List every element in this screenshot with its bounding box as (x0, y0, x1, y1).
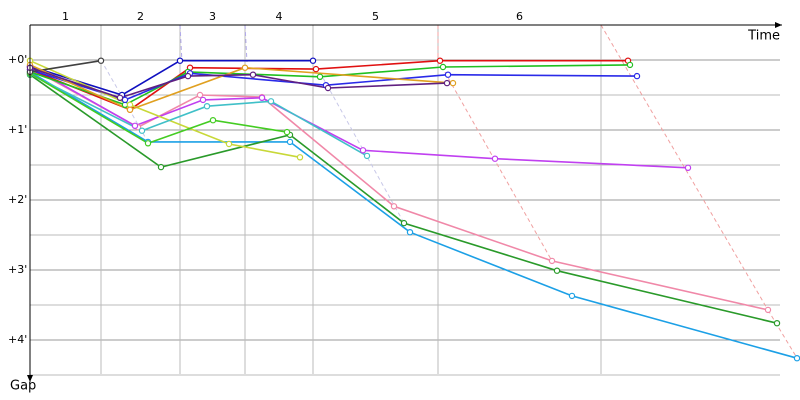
series-line (29, 71, 798, 359)
point (684, 164, 692, 171)
point (764, 306, 772, 314)
point (568, 292, 576, 300)
point (553, 267, 561, 274)
point (286, 138, 294, 146)
series-line (29, 74, 778, 324)
point (241, 64, 249, 71)
y-tick-label: +4' (8, 333, 27, 346)
point (436, 57, 444, 64)
point (444, 71, 452, 78)
point (258, 94, 266, 102)
point (209, 116, 217, 124)
point (439, 63, 447, 71)
point (196, 91, 204, 99)
point (144, 140, 152, 147)
point (363, 152, 371, 160)
lap-label: 3 (209, 10, 216, 23)
lap-label: 5 (372, 10, 379, 23)
point (176, 57, 184, 64)
point (157, 163, 165, 171)
point (406, 228, 414, 236)
point (283, 128, 291, 136)
point (316, 73, 324, 81)
point (199, 96, 207, 104)
lap-label: 4 (276, 10, 283, 23)
point (267, 98, 275, 105)
point (491, 155, 499, 162)
point (626, 61, 634, 69)
grid (30, 25, 780, 376)
point (548, 257, 556, 265)
point (449, 79, 457, 87)
y-tick-label: +0' (8, 53, 27, 66)
series-line (29, 66, 448, 99)
point (359, 147, 367, 154)
y-tick-label: +2' (8, 193, 27, 206)
series-line (29, 72, 288, 145)
series-line (29, 65, 689, 169)
x-axis-title: Time (747, 29, 780, 44)
plot (26, 57, 800, 362)
y-axis-title: Gap (10, 379, 36, 394)
point (309, 57, 317, 64)
point (116, 94, 124, 102)
series-line (29, 59, 301, 159)
point (138, 127, 146, 134)
lap-label: 6 (516, 10, 523, 23)
point (443, 79, 451, 87)
point (249, 71, 257, 78)
lap-label: 2 (137, 10, 144, 23)
point (184, 72, 192, 80)
point (793, 355, 800, 362)
point (203, 102, 211, 110)
series-line (29, 64, 454, 111)
series-line (29, 66, 769, 311)
point (324, 84, 332, 92)
y-tick-label: +1' (8, 123, 27, 136)
point (296, 154, 304, 161)
y-tick-label: +3' (8, 263, 27, 276)
point (97, 57, 105, 64)
point (400, 219, 408, 227)
point (131, 122, 139, 130)
lap-label: 1 (62, 10, 69, 23)
point (225, 140, 233, 148)
point (390, 203, 398, 210)
point (633, 72, 641, 80)
point (773, 320, 781, 327)
point (312, 65, 320, 73)
point (126, 106, 134, 113)
